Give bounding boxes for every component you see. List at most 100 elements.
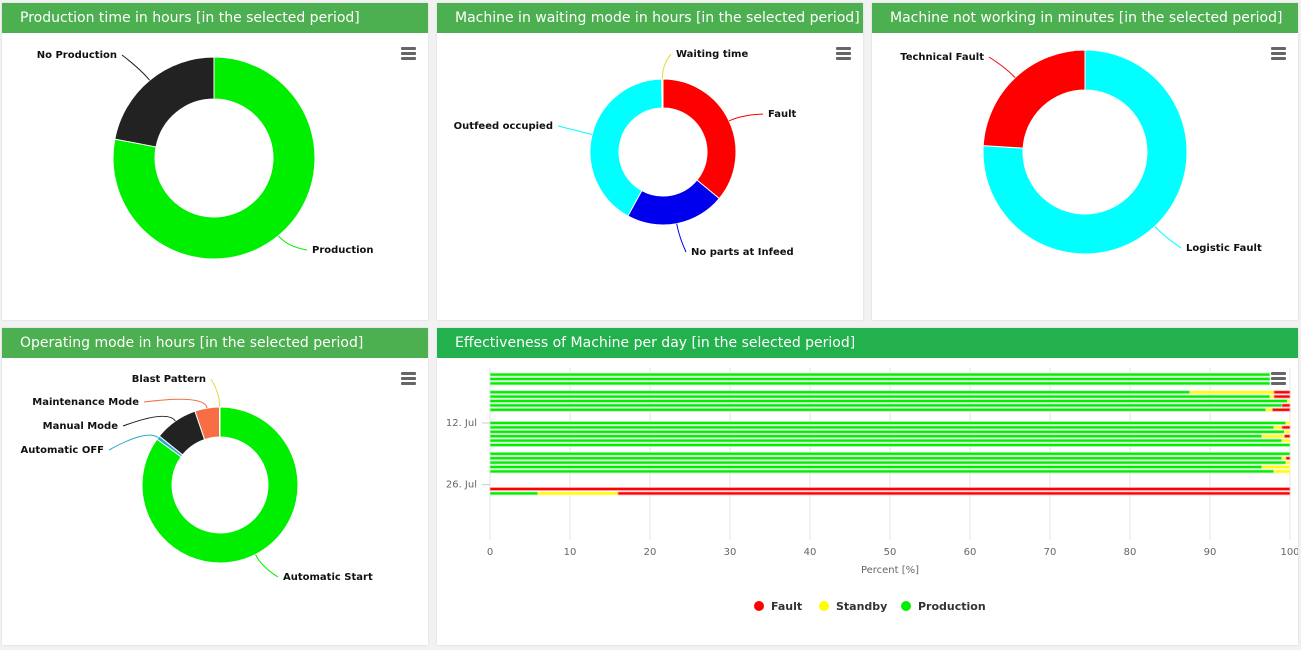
slice-label: Waiting time [676, 49, 748, 60]
x-tick-label: 20 [644, 547, 657, 558]
bar-production[interactable] [489, 434, 1263, 439]
x-tick-label: 60 [964, 547, 977, 558]
connector-line [143, 398, 208, 409]
connector-line [676, 223, 687, 253]
bar-fault[interactable] [1281, 403, 1291, 408]
legend-item-production[interactable]: Production [901, 600, 986, 613]
pie-slice[interactable] [662, 78, 737, 200]
chart-menu-button[interactable] [836, 47, 851, 60]
bar-production[interactable] [489, 429, 1285, 434]
effectiveness-panel: Effectiveness of Machine per day [in the… [437, 328, 1298, 645]
chart-menu-button[interactable] [1271, 47, 1286, 60]
panel-title: Machine not working in minutes [in the s… [872, 3, 1298, 33]
slice-label: Maintenance Mode [32, 397, 139, 408]
bar-production[interactable] [489, 381, 1271, 386]
x-tick-label: 100 [1280, 547, 1298, 558]
bar-standby[interactable] [1273, 469, 1291, 474]
bar-production[interactable] [489, 421, 1287, 425]
pie-slice[interactable] [114, 56, 215, 148]
bar-production[interactable] [489, 491, 539, 496]
bar-production[interactable] [489, 407, 1267, 412]
not-working-donut: Logistic Fault Technical Fault [900, 49, 1262, 255]
x-tick-label: 30 [724, 547, 737, 558]
slice-label: Blast Pattern [132, 374, 206, 385]
bar-standby[interactable] [537, 491, 619, 496]
bar-production[interactable] [489, 438, 1283, 443]
panel-title: Operating mode in hours [in the selected… [2, 328, 428, 358]
bar-production[interactable] [489, 394, 1271, 399]
bar-standby[interactable] [1261, 434, 1285, 439]
bar-fault[interactable] [617, 491, 1291, 496]
y-tick-label: 12. Jul [446, 418, 477, 429]
pie-slice[interactable] [627, 179, 720, 226]
bar-production[interactable] [489, 469, 1275, 474]
bar-production[interactable] [489, 460, 1287, 465]
bar-production[interactable] [489, 443, 1291, 447]
y-tick-label: 26. Jul [446, 480, 477, 491]
connector-line [121, 54, 151, 81]
slice-label: Manual Mode [43, 421, 119, 432]
chart-menu-button[interactable] [1271, 372, 1286, 385]
x-axis-title: Percent [%] [861, 565, 919, 576]
bar-standby[interactable] [1265, 407, 1273, 412]
x-tick-label: 90 [1204, 547, 1217, 558]
bar-production[interactable] [489, 451, 1291, 456]
bar-fault[interactable] [1273, 390, 1291, 395]
slice-label: Fault [768, 109, 797, 120]
pie-slice[interactable] [589, 78, 663, 217]
operating-mode-donut: Automatic Start Automatic OFF Manual Mode M… [21, 374, 373, 583]
bar-standby[interactable] [1287, 399, 1291, 403]
legend-item-fault[interactable]: Fault [754, 600, 802, 613]
slice-label: Automatic OFF [21, 445, 104, 456]
connector-line [122, 415, 176, 427]
bar-production[interactable] [489, 465, 1263, 469]
bar-fault[interactable] [489, 487, 1291, 491]
bar-standby[interactable] [1284, 429, 1291, 434]
legend-marker [819, 601, 829, 611]
pie-slice[interactable] [112, 56, 316, 260]
bar-production[interactable] [489, 456, 1283, 461]
slice-label: Logistic Fault [1186, 243, 1262, 254]
bar-fault[interactable] [1273, 394, 1291, 399]
panel-title: Effectiveness of Machine per day [in the… [437, 328, 1298, 358]
legend-label: Fault [771, 600, 802, 613]
legend-label: Production [918, 600, 986, 613]
pie-slice[interactable] [661, 78, 664, 109]
bar-standby[interactable] [1281, 456, 1287, 461]
pie-slice[interactable] [141, 406, 299, 564]
bar-standby[interactable] [1281, 438, 1291, 443]
chart-menu-button[interactable] [401, 372, 416, 385]
bar-standby[interactable] [1273, 425, 1283, 430]
bar-fault[interactable] [1272, 407, 1291, 412]
bar-standby[interactable] [1285, 460, 1291, 465]
chart-menu-button[interactable] [401, 47, 416, 60]
bar-standby[interactable] [1261, 465, 1291, 469]
bar-standby[interactable] [1285, 421, 1291, 425]
legend-item-standby[interactable]: Standby [819, 600, 887, 613]
bar-standby[interactable] [1189, 390, 1275, 395]
x-tick-label: 40 [804, 547, 817, 558]
pie-slice[interactable] [982, 49, 1086, 149]
legend-marker [754, 601, 764, 611]
bar-production[interactable] [489, 377, 1271, 381]
connector-line [661, 53, 672, 80]
bar-production[interactable] [489, 425, 1275, 430]
production-time-donut: Production No Production [37, 50, 374, 260]
connector-line [108, 434, 159, 451]
pie-slice[interactable] [982, 49, 1188, 255]
legend-marker [901, 601, 911, 611]
panel-title: Production time in hours [in the selecte… [2, 3, 428, 33]
bar-fault[interactable] [1284, 434, 1291, 439]
waiting-mode-donut: Fault No parts at Infeed Outfeed occupied W… [454, 49, 797, 258]
production-time-panel: Production time in hours [in the selecte… [2, 3, 428, 320]
bar-production[interactable] [489, 403, 1283, 408]
bar-fault[interactable] [1281, 425, 1291, 430]
connector-line [277, 235, 308, 251]
connector-line [728, 113, 764, 122]
panel-title: Machine in waiting mode in hours [in the… [437, 3, 863, 33]
bar-fault[interactable] [1285, 456, 1291, 461]
bar-standby[interactable] [1269, 394, 1275, 399]
bar-production[interactable] [489, 390, 1191, 395]
bar-production[interactable] [489, 372, 1271, 377]
bar-production[interactable] [489, 399, 1288, 403]
